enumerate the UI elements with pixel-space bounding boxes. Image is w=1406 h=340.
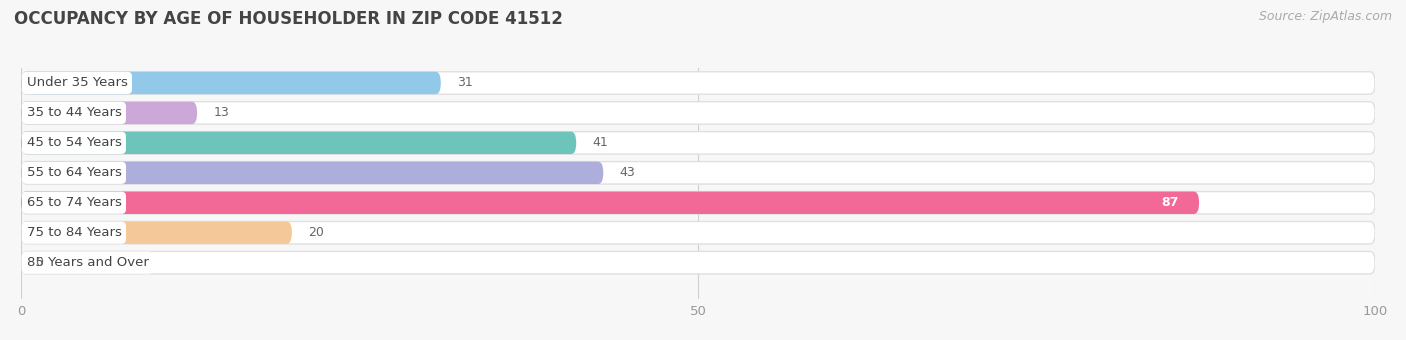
Text: 45 to 54 Years: 45 to 54 Years xyxy=(27,136,121,149)
FancyBboxPatch shape xyxy=(21,221,1375,244)
Text: 55 to 64 Years: 55 to 64 Years xyxy=(27,166,121,179)
FancyBboxPatch shape xyxy=(21,72,441,94)
FancyBboxPatch shape xyxy=(21,102,197,124)
FancyBboxPatch shape xyxy=(21,132,576,154)
FancyBboxPatch shape xyxy=(21,191,1375,214)
Text: OCCUPANCY BY AGE OF HOUSEHOLDER IN ZIP CODE 41512: OCCUPANCY BY AGE OF HOUSEHOLDER IN ZIP C… xyxy=(14,10,562,28)
Text: 35 to 44 Years: 35 to 44 Years xyxy=(27,106,121,119)
Text: 65 to 74 Years: 65 to 74 Years xyxy=(27,196,121,209)
Text: 20: 20 xyxy=(308,226,323,239)
FancyBboxPatch shape xyxy=(21,102,1375,124)
FancyBboxPatch shape xyxy=(21,162,1375,184)
FancyBboxPatch shape xyxy=(21,221,292,244)
Text: 41: 41 xyxy=(592,136,609,149)
FancyBboxPatch shape xyxy=(21,162,603,184)
Text: 0: 0 xyxy=(35,256,42,269)
Text: 31: 31 xyxy=(457,76,472,89)
Text: 75 to 84 Years: 75 to 84 Years xyxy=(27,226,121,239)
Text: 87: 87 xyxy=(1161,196,1178,209)
FancyBboxPatch shape xyxy=(21,191,1199,214)
FancyBboxPatch shape xyxy=(21,132,1375,154)
FancyBboxPatch shape xyxy=(21,72,1375,94)
Text: Under 35 Years: Under 35 Years xyxy=(27,76,128,89)
FancyBboxPatch shape xyxy=(21,252,1375,274)
Text: 85 Years and Over: 85 Years and Over xyxy=(27,256,149,269)
Text: Source: ZipAtlas.com: Source: ZipAtlas.com xyxy=(1258,10,1392,23)
Text: 43: 43 xyxy=(620,166,636,179)
Text: 13: 13 xyxy=(214,106,229,119)
